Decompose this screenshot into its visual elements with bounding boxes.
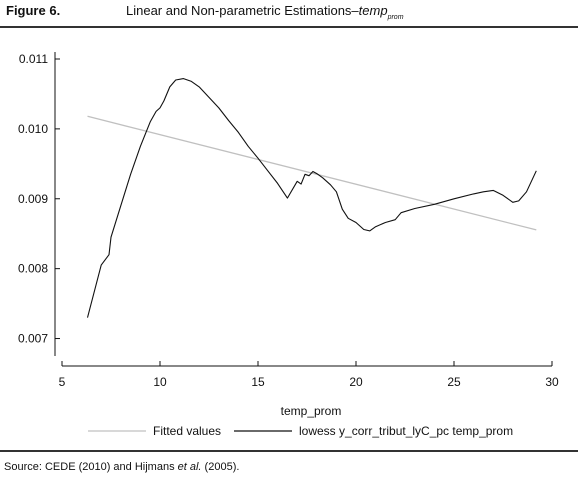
top-rule bbox=[0, 26, 578, 28]
x-axis-title: temp_prom bbox=[281, 404, 342, 418]
lowess-line bbox=[86, 78, 537, 318]
figure-title: Linear and Non-parametric Estimations–te… bbox=[126, 3, 404, 21]
source-note: Source: CEDE (2010) and Hijmans et al. (… bbox=[4, 461, 239, 473]
plot-series bbox=[86, 78, 537, 318]
figure-title-prefix: Linear and Non-parametric Estimations– bbox=[126, 3, 359, 18]
y-tick-label: 0.009 bbox=[18, 192, 48, 206]
chart: 0.007 0.008 0.009 0.010 0.011 5 10 15 20 25 30 te… bbox=[18, 52, 559, 438]
figure-title-sub: prom bbox=[387, 14, 404, 21]
y-tick-label: 0.008 bbox=[18, 262, 48, 276]
legend-label: lowess y_corr_tribut_lyC_pc temp_prom bbox=[299, 424, 513, 438]
y-tick-label: 0.010 bbox=[18, 122, 48, 136]
y-axis: 0.007 0.008 0.009 0.010 0.011 bbox=[18, 52, 60, 356]
y-tick-label: 0.011 bbox=[19, 52, 48, 66]
source-prefix: Source: CEDE (2010) and Hijmans bbox=[4, 461, 178, 473]
x-tick-label: 30 bbox=[545, 375, 559, 389]
legend-label: Fitted values bbox=[153, 424, 221, 438]
x-tick-label: 20 bbox=[349, 375, 363, 389]
x-tick-label: 25 bbox=[447, 375, 461, 389]
figure-label: Figure 6. bbox=[6, 3, 61, 18]
x-axis: 5 10 15 20 25 30 bbox=[59, 361, 559, 389]
source-etal: et al. bbox=[177, 461, 202, 473]
x-tick-label: 10 bbox=[153, 375, 167, 389]
source-suffix: (2005). bbox=[201, 461, 240, 473]
figure-title-var: temp bbox=[358, 3, 388, 18]
bottom-rule bbox=[0, 450, 578, 452]
x-tick-label: 5 bbox=[59, 375, 66, 389]
figure-header: Figure 6. Linear and Non-parametric Esti… bbox=[0, 0, 578, 32]
y-tick-label: 0.007 bbox=[18, 332, 48, 346]
legend: Fitted values lowess y_corr_tribut_lyC_pc… bbox=[88, 424, 513, 438]
x-tick-label: 15 bbox=[251, 375, 265, 389]
